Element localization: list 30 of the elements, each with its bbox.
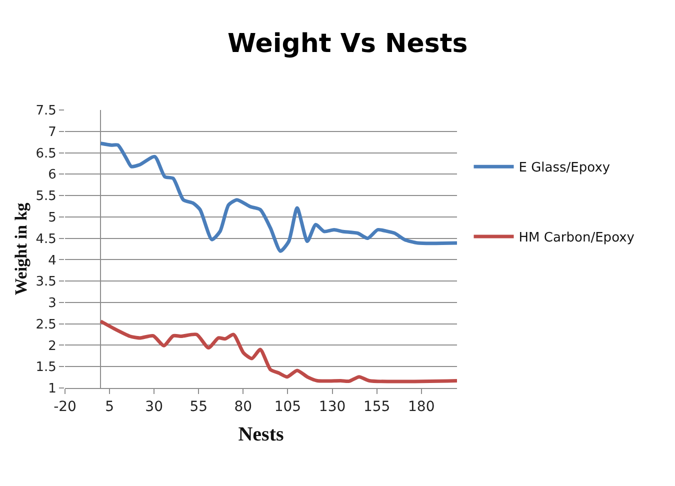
x-tick-label: 105 xyxy=(274,398,302,415)
y-tick-label: 7.5 xyxy=(36,104,56,119)
y-axis-title: Weight in kg xyxy=(11,202,30,296)
line-series xyxy=(98,142,457,253)
x-tick-label: -20 xyxy=(54,398,76,415)
y-tick-label: 6 xyxy=(48,168,56,183)
x-axis-title: Nests xyxy=(238,423,284,446)
x-tick-label: 180 xyxy=(408,398,435,415)
y-tick-label: 2 xyxy=(48,338,56,354)
y-tick-label: 2.5 xyxy=(36,317,56,332)
x-tick-label: 30 xyxy=(145,398,164,415)
x-tick-label: 80 xyxy=(234,398,252,415)
x-tick-label: 5 xyxy=(105,398,114,415)
y-tick-label: 7 xyxy=(48,124,56,140)
line-series xyxy=(98,320,457,384)
y-tick-label: 3.5 xyxy=(36,274,56,290)
x-tick-label: 155 xyxy=(363,398,390,415)
legend-label: E Glass/Epoxy xyxy=(518,160,610,176)
x-tick-label: 130 xyxy=(318,398,346,415)
legend-label: HM Carbon/Epoxy xyxy=(518,230,635,246)
y-tick-label: 5 xyxy=(48,210,56,226)
y-tick-label: 5.5 xyxy=(36,189,56,204)
y-tick-label: 1.5 xyxy=(36,360,56,376)
y-tick-label: 4 xyxy=(48,253,56,268)
y-tick-label: 1 xyxy=(48,382,56,397)
x-tick-label: 55 xyxy=(190,398,208,415)
y-tick-label: 6.5 xyxy=(36,146,56,162)
y-tick-label: 3 xyxy=(48,296,56,312)
y-tick-label: 4.5 xyxy=(36,232,56,247)
chart-title: Weight Vs Nests xyxy=(227,29,468,60)
